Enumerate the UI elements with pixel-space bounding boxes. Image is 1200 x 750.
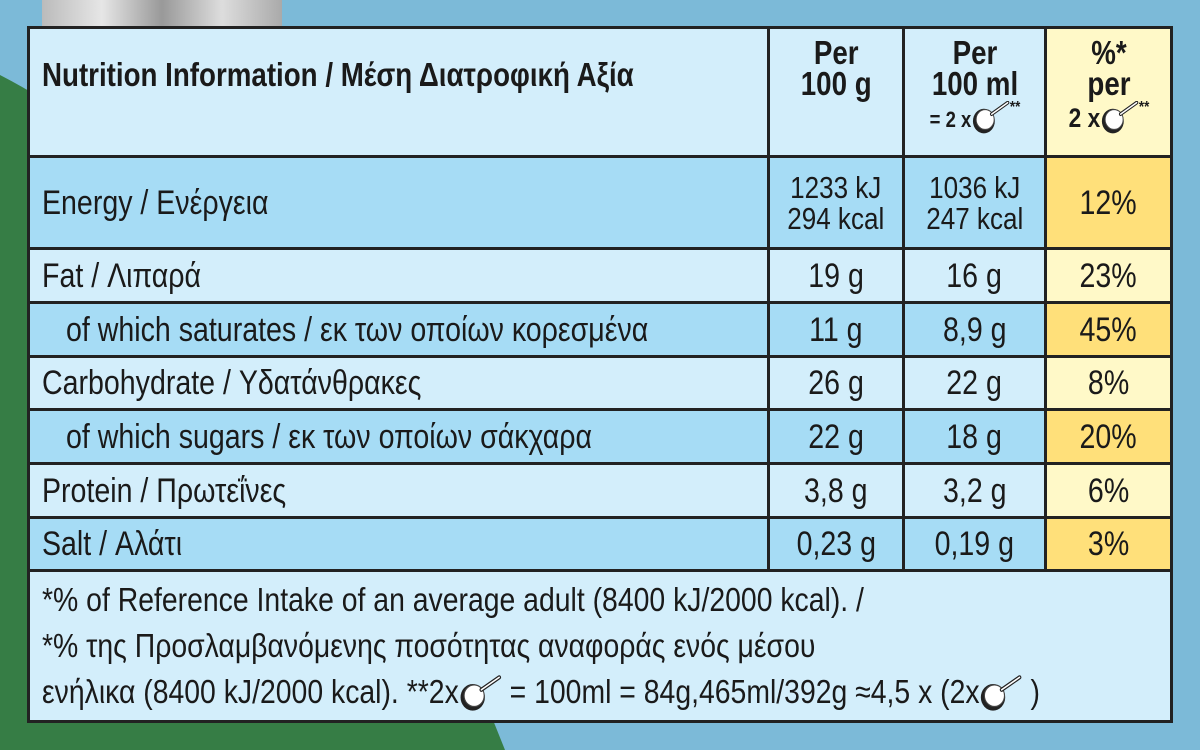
- per-100ml-cell: 18 g: [905, 411, 1047, 462]
- per-100g-value: 26 g: [808, 364, 864, 402]
- energy-kj: 1036 kJ: [928, 169, 1021, 205]
- footnote-closing-paren: ): [1030, 673, 1040, 710]
- ri-percent: 20%: [1079, 417, 1138, 456]
- per-100g-cell: 19 g: [770, 250, 905, 301]
- header-percent-label: %*: [1090, 34, 1127, 71]
- per-100ml-cell: 0,19 g: [905, 519, 1047, 569]
- ice-cream-scoop-icon: [980, 675, 1023, 713]
- nutrient-label-cell: Energy / Ενέργεια: [30, 158, 770, 247]
- table-row: of which saturates / εκ των οποίων κορεσ…: [30, 304, 1170, 358]
- per-100ml-value: 16 g: [946, 256, 1003, 295]
- ri-percent: 12%: [1079, 183, 1138, 222]
- per-100ml-value: 3,2 g: [942, 471, 1007, 510]
- double-asterisk: **: [1138, 98, 1149, 116]
- nutrient-label: Fat / Λιπαρά: [42, 256, 202, 295]
- per-100g-value: 11 g: [809, 310, 863, 349]
- nutrient-label-cell: of which saturates / εκ των οποίων κορεσ…: [30, 304, 770, 355]
- nutrition-table: Nutrition Information / Μέση Διατροφική …: [27, 26, 1173, 723]
- double-asterisk: **: [1009, 98, 1020, 116]
- energy-kj: 1233 kJ: [790, 169, 882, 205]
- ri-percent-cell: 45%: [1047, 304, 1170, 355]
- table-title: Nutrition Information / Μέση Διατροφική …: [42, 56, 634, 93]
- table-row: Fat / Λιπαρά 19 g 16 g 23%: [30, 250, 1170, 304]
- ri-percent-cell: 3%: [1047, 519, 1170, 569]
- table-row: Protein / Πρωτεΐνες 3,8 g 3,2 g 6%: [30, 465, 1170, 519]
- per-100g-value: 3,8 g: [804, 471, 868, 510]
- ri-percent-cell: 12%: [1047, 158, 1170, 247]
- ri-percent-cell: 8%: [1047, 358, 1170, 408]
- per-100ml-cell: 16 g: [905, 250, 1047, 301]
- per-100g-cell: 3,8 g: [770, 465, 905, 516]
- header-per-label: Per: [952, 34, 997, 71]
- nutrient-label-cell: of which sugars / εκ των οποίων σάκχαρα: [30, 411, 770, 462]
- ice-cream-scoop-icon: [1100, 101, 1139, 135]
- ri-percent-cell: 20%: [1047, 411, 1170, 462]
- per-100g-value: 0,23 g: [796, 525, 876, 563]
- header-ri-percent: %* per 2 x **: [1047, 29, 1170, 155]
- header-serving-label: 2 x: [1068, 102, 1100, 133]
- energy-kcal: 294 kcal: [787, 200, 885, 236]
- per-100ml-cell: 22 g: [905, 358, 1047, 408]
- per-100ml-value: 8,9 g: [942, 310, 1007, 349]
- per-100ml-value: 18 g: [946, 417, 1003, 456]
- footnote-line-greek: *% της Προσλαμβανόμενης ποσότητας αναφορ…: [42, 627, 816, 664]
- nutrient-label: of which sugars / εκ των οποίων σάκχαρα: [66, 417, 593, 456]
- header-per-label: per: [1086, 65, 1131, 103]
- nutrient-label: Salt / Αλάτι: [42, 525, 183, 563]
- ice-cream-scoop-icon: [971, 101, 1010, 135]
- ri-percent: 23%: [1079, 256, 1138, 295]
- per-100ml-cell: 3,2 g: [905, 465, 1047, 516]
- header-per-100ml: Per 100 ml = 2 x **: [905, 29, 1047, 155]
- per-100g-cell: 22 g: [770, 411, 905, 462]
- nutrient-label: of which saturates / εκ των οποίων κορεσ…: [66, 310, 649, 349]
- per-100g-cell: 11 g: [770, 304, 905, 355]
- ri-percent: 45%: [1079, 310, 1138, 349]
- header-per-100g: Per 100 g: [770, 29, 905, 155]
- energy-kcal: 247 kcal: [926, 200, 1023, 236]
- footnote-line-english: *% of Reference Intake of an average adu…: [42, 581, 864, 618]
- per-100ml-cell: 1036 kJ 247 kcal: [905, 158, 1047, 247]
- per-100ml-cell: 8,9 g: [905, 304, 1047, 355]
- nutrient-label: Protein / Πρωτεΐνες: [42, 471, 287, 510]
- ice-cream-scoop-icon: [459, 675, 502, 713]
- table-row: Salt / Αλάτι 0,23 g 0,19 g 3%: [30, 519, 1170, 572]
- footnote-serving-text: ενήλικα (8400 kJ/2000 kcal). **2x: [42, 673, 459, 710]
- per-100ml-value: 0,19 g: [934, 525, 1015, 563]
- per-100g-cell: 1233 kJ 294 kcal: [770, 158, 905, 247]
- header-title-cell: Nutrition Information / Μέση Διατροφική …: [30, 29, 770, 155]
- per-100g-cell: 26 g: [770, 358, 905, 408]
- ri-percent: 8%: [1087, 364, 1130, 402]
- product-photo-fragment: [42, 0, 282, 28]
- ri-percent-cell: 23%: [1047, 250, 1170, 301]
- header-serving-label: = 2 x: [929, 106, 971, 132]
- table-header: Nutrition Information / Μέση Διατροφική …: [30, 29, 1170, 158]
- per-100g-cell: 0,23 g: [770, 519, 905, 569]
- ri-percent-cell: 6%: [1047, 465, 1170, 516]
- per-100ml-value: 22 g: [946, 364, 1003, 402]
- table-row: Carbohydrate / Υδατάνθρακες 26 g 22 g 8%: [30, 358, 1170, 411]
- per-100g-value: 19 g: [808, 256, 864, 295]
- table-row: of which sugars / εκ των οποίων σάκχαρα …: [30, 411, 1170, 465]
- ri-percent: 6%: [1087, 471, 1130, 510]
- nutrient-label-cell: Fat / Λιπαρά: [30, 250, 770, 301]
- nutrient-label-cell: Protein / Πρωτεΐνες: [30, 465, 770, 516]
- header-per-label: Per: [813, 34, 859, 71]
- nutrient-label: Energy / Ενέργεια: [42, 183, 269, 222]
- header-100ml-label: 100 ml: [931, 65, 1018, 103]
- header-100g-label: 100 g: [800, 65, 872, 103]
- footnote-serving-equivalence: = 100ml = 84g,465ml/392g ≈4,5 x (2x: [509, 673, 980, 710]
- nutrient-label: Carbohydrate / Υδατάνθρακες: [42, 364, 422, 402]
- nutrient-label-cell: Carbohydrate / Υδατάνθρακες: [30, 358, 770, 408]
- per-100g-value: 22 g: [808, 417, 864, 456]
- table-row: Energy / Ενέργεια 1233 kJ 294 kcal 1036 k…: [30, 158, 1170, 250]
- nutrient-label-cell: Salt / Αλάτι: [30, 519, 770, 569]
- footnote: *% of Reference Intake of an average adu…: [30, 571, 1170, 721]
- ri-percent: 3%: [1087, 525, 1130, 563]
